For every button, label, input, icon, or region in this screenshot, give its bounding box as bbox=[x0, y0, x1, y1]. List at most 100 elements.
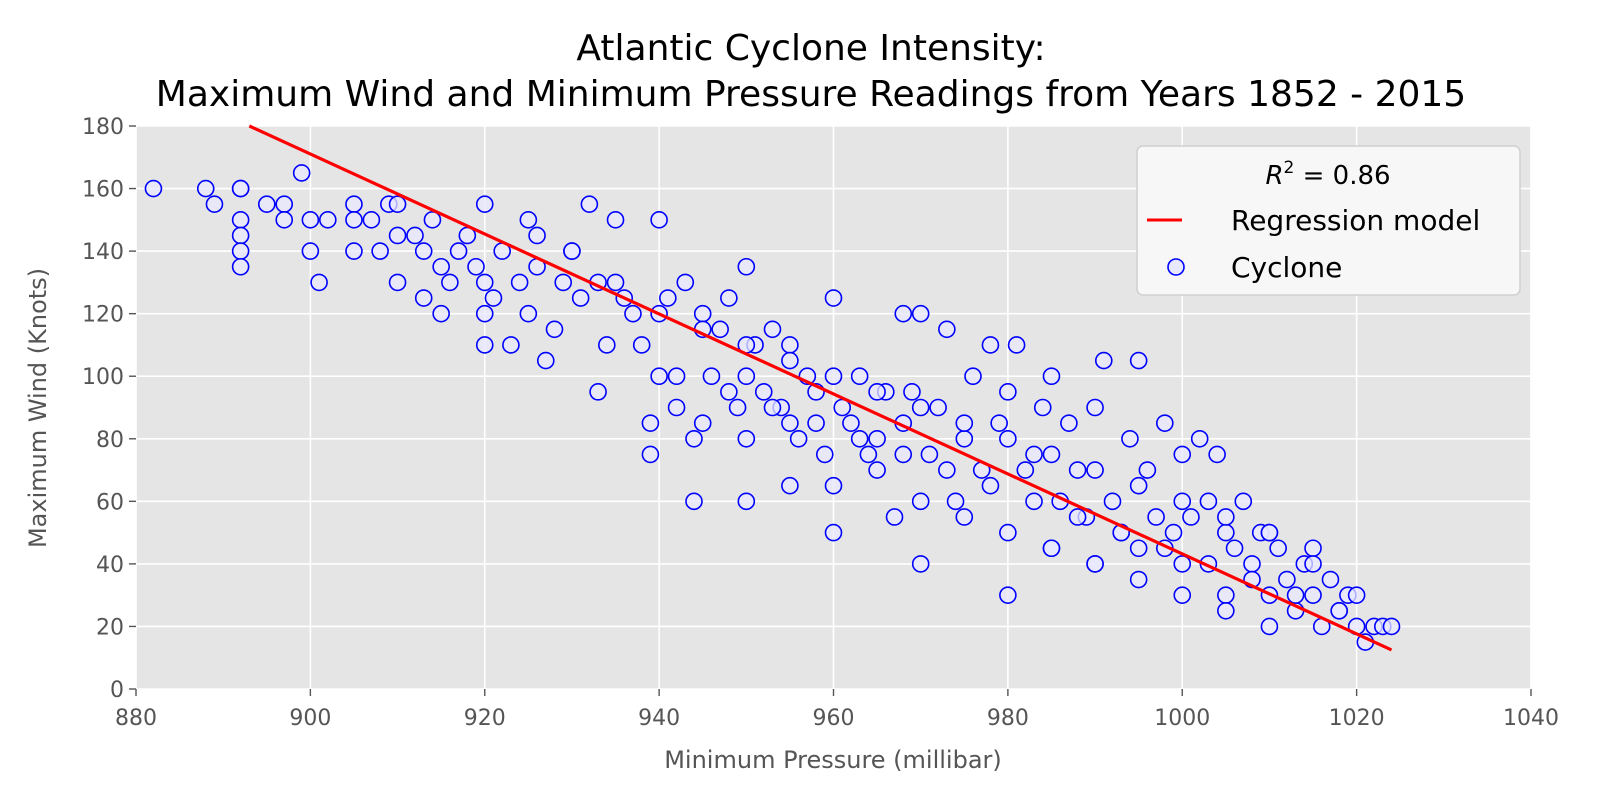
cyclone-point bbox=[1208, 445, 1226, 464]
cyclone-point bbox=[911, 492, 930, 511]
cyclone-point bbox=[475, 195, 494, 213]
legend-box bbox=[1136, 145, 1521, 296]
cyclone-point bbox=[414, 289, 433, 307]
cyclone-point bbox=[1304, 555, 1322, 573]
cyclone-point bbox=[1260, 523, 1279, 542]
cyclone-point bbox=[685, 492, 703, 511]
cyclone-point bbox=[1042, 367, 1061, 386]
cyclone-point bbox=[388, 273, 407, 292]
cyclone-point bbox=[667, 367, 686, 386]
cyclone-point bbox=[711, 320, 729, 339]
x-tick-label: 960 bbox=[813, 706, 855, 731]
cyclone-point bbox=[781, 476, 799, 495]
cyclone-point bbox=[301, 211, 320, 229]
x-tick-label: 1040 bbox=[1503, 706, 1559, 731]
cyclone-point bbox=[275, 195, 294, 213]
cyclone-point bbox=[859, 445, 878, 464]
cyclone-point bbox=[319, 211, 337, 229]
cyclone-point bbox=[144, 179, 163, 198]
cyclone-point bbox=[1269, 539, 1287, 558]
cyclone-point bbox=[1103, 492, 1122, 511]
cyclone-point bbox=[720, 383, 738, 401]
cyclone-point bbox=[999, 429, 1017, 448]
cyclone-point bbox=[536, 351, 555, 370]
cyclone-point bbox=[257, 195, 276, 213]
cyclone-point bbox=[1156, 414, 1174, 432]
cyclone-point bbox=[1321, 570, 1340, 589]
cyclone-point bbox=[1033, 398, 1052, 417]
x-tick-label: 1020 bbox=[1329, 706, 1385, 731]
cyclone-point bbox=[685, 429, 703, 448]
cyclone-point bbox=[1217, 586, 1235, 604]
y-tick-label: 180 bbox=[82, 115, 124, 140]
y-tick-label: 40 bbox=[96, 553, 124, 578]
cyclone-point bbox=[693, 414, 712, 432]
cyclone-point bbox=[650, 211, 668, 229]
cyclone-point bbox=[763, 320, 782, 339]
cyclone-point bbox=[1138, 461, 1157, 479]
cyclone-point bbox=[1016, 461, 1035, 479]
cyclone-point bbox=[929, 398, 947, 417]
cyclone-point bbox=[231, 211, 250, 229]
cyclone-point bbox=[554, 273, 573, 292]
cyclone-point bbox=[990, 414, 1008, 432]
cyclone-point bbox=[938, 320, 956, 339]
cyclone-point bbox=[981, 336, 1000, 354]
cyclone-point bbox=[850, 429, 869, 448]
cyclone-point bbox=[920, 445, 939, 464]
cyclone-point bbox=[502, 336, 520, 354]
cyclone-point bbox=[789, 429, 808, 448]
y-tick-label: 20 bbox=[96, 615, 124, 640]
cyclone-point bbox=[1173, 555, 1192, 573]
cyclone-point bbox=[510, 273, 529, 292]
chart-title-line-2: Maximum Wind and Minimum Pressure Readin… bbox=[156, 74, 1466, 115]
cyclone-point bbox=[1190, 429, 1209, 448]
cyclone-point bbox=[1199, 492, 1218, 511]
cyclone-point bbox=[598, 336, 616, 354]
cyclone-point bbox=[1173, 492, 1192, 511]
cyclone-point bbox=[345, 195, 363, 213]
legend-r2-value: = 0.86 bbox=[1294, 161, 1390, 191]
cyclone-point bbox=[545, 320, 564, 339]
y-tick-label: 80 bbox=[96, 428, 124, 453]
cyclone-point bbox=[580, 195, 599, 213]
x-tick-label: 980 bbox=[987, 706, 1029, 731]
cyclone-point bbox=[388, 226, 407, 245]
cyclone-point bbox=[205, 195, 224, 213]
cyclone-point bbox=[720, 289, 738, 307]
cyclone-point bbox=[624, 304, 642, 323]
cyclone-point bbox=[475, 273, 494, 292]
cyclone-point bbox=[231, 257, 250, 276]
cyclone-point bbox=[1347, 586, 1366, 604]
y-tick-label: 0 bbox=[110, 678, 124, 703]
cyclone-point bbox=[999, 586, 1017, 604]
cyclone-point bbox=[911, 555, 930, 573]
cyclone-point bbox=[781, 351, 799, 370]
x-tick-label: 900 bbox=[289, 706, 331, 731]
cyclone-point bbox=[1217, 602, 1235, 620]
cyclone-point bbox=[964, 367, 982, 386]
legend: R2 = 0.86 Regression model Cyclone bbox=[1136, 145, 1521, 296]
cyclone-point bbox=[1173, 586, 1192, 604]
cyclone-point bbox=[850, 367, 869, 386]
cyclone-point bbox=[432, 257, 450, 276]
cyclone-point bbox=[999, 383, 1017, 401]
cyclone-point bbox=[1382, 617, 1401, 636]
cyclone-point bbox=[406, 226, 424, 245]
cyclone-point bbox=[693, 304, 712, 323]
cyclone-point bbox=[1025, 445, 1043, 464]
cyclone-point bbox=[737, 429, 756, 448]
cyclone-point bbox=[1086, 555, 1104, 573]
cyclone-point bbox=[981, 476, 1000, 495]
cyclone-point bbox=[676, 273, 695, 292]
cyclone-point bbox=[519, 304, 538, 323]
cyclone-point bbox=[1129, 570, 1148, 589]
cyclone-point bbox=[911, 398, 930, 417]
cyclone-point bbox=[1129, 351, 1148, 370]
cyclone-point bbox=[824, 367, 843, 386]
y-tick-label: 140 bbox=[82, 240, 124, 265]
x-tick-label: 940 bbox=[638, 706, 680, 731]
cyclone-point bbox=[737, 492, 756, 511]
cyclone-point bbox=[885, 508, 904, 526]
cyclone-point bbox=[824, 289, 843, 307]
